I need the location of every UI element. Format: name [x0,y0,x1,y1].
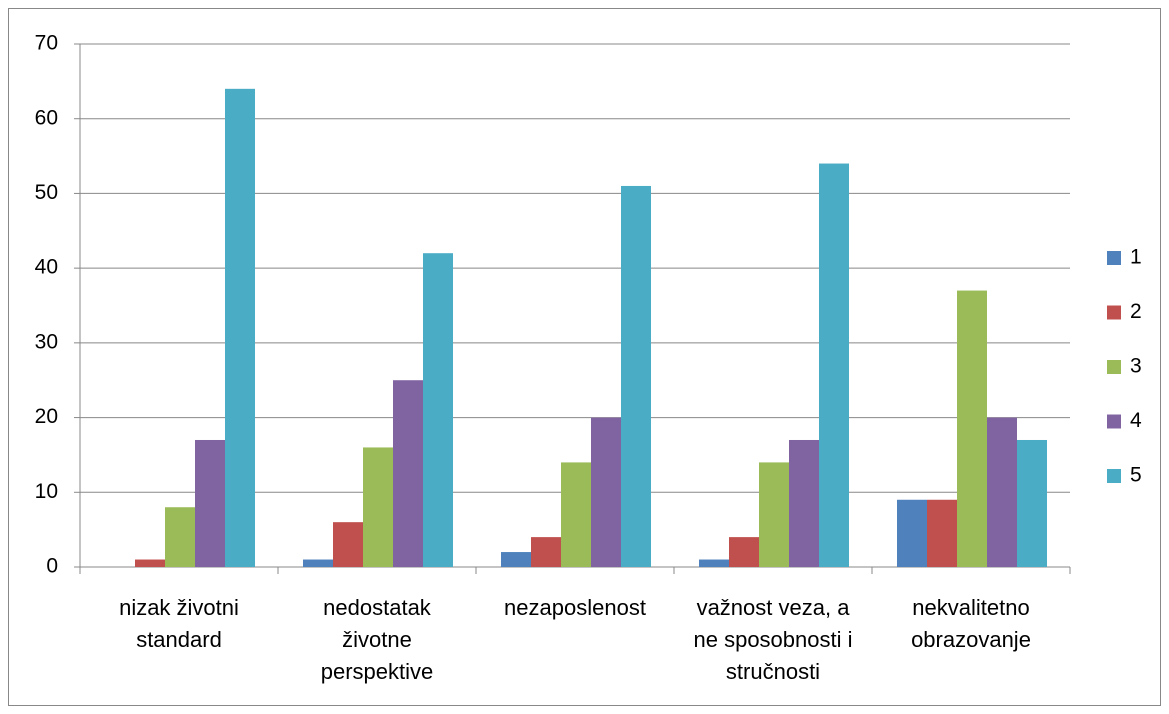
y-tick-label: 20 [35,405,58,428]
y-tick-label: 50 [35,181,58,204]
bar [1017,439,1047,567]
legend-label: 5 [1130,464,1142,487]
legend-swatch [1107,305,1121,320]
bar [987,417,1017,567]
y-tick-label: 40 [35,256,58,279]
bar [729,537,759,567]
bar [165,507,195,567]
bar [195,439,225,567]
bar [897,499,927,567]
bar [393,380,423,567]
bar [225,88,255,567]
y-tick-label: 70 [35,32,58,55]
y-tick-label: 10 [35,480,58,503]
legend-swatch [1107,360,1121,374]
y-tick-label: 0 [46,555,58,578]
x-tick-label: nedostatak životne perspektive [320,595,434,684]
bar [957,290,987,567]
x-tick-label: važnost veza, a ne sposobnosti i stručno… [693,595,853,684]
bar [135,559,165,567]
bar [531,537,561,567]
legend-swatch [1107,414,1121,429]
bar [591,417,621,567]
x-tick-label: nezaposlenost [504,595,646,620]
bar [621,185,651,567]
bar [363,447,393,567]
bar [819,163,849,568]
bar [927,499,957,567]
x-tick-label: nekvalitetno obrazovanje [911,595,1031,652]
x-tick-label: nizak životni standard [119,595,239,652]
legend-label: 2 [1130,300,1142,323]
legend-swatch [1107,469,1121,483]
legend-label: 1 [1130,246,1142,269]
legend-label: 4 [1130,409,1142,432]
bar [561,462,591,567]
bar [303,559,333,567]
bar [759,462,789,567]
bar [699,559,729,567]
y-tick-label: 60 [35,106,58,129]
legend-swatch [1107,251,1121,265]
legend-label: 3 [1130,355,1142,378]
bar [423,253,453,567]
bar [333,522,363,567]
y-tick-label: 30 [35,330,58,353]
chart-frame [8,8,1161,706]
bar [789,439,819,567]
bar [501,552,531,567]
